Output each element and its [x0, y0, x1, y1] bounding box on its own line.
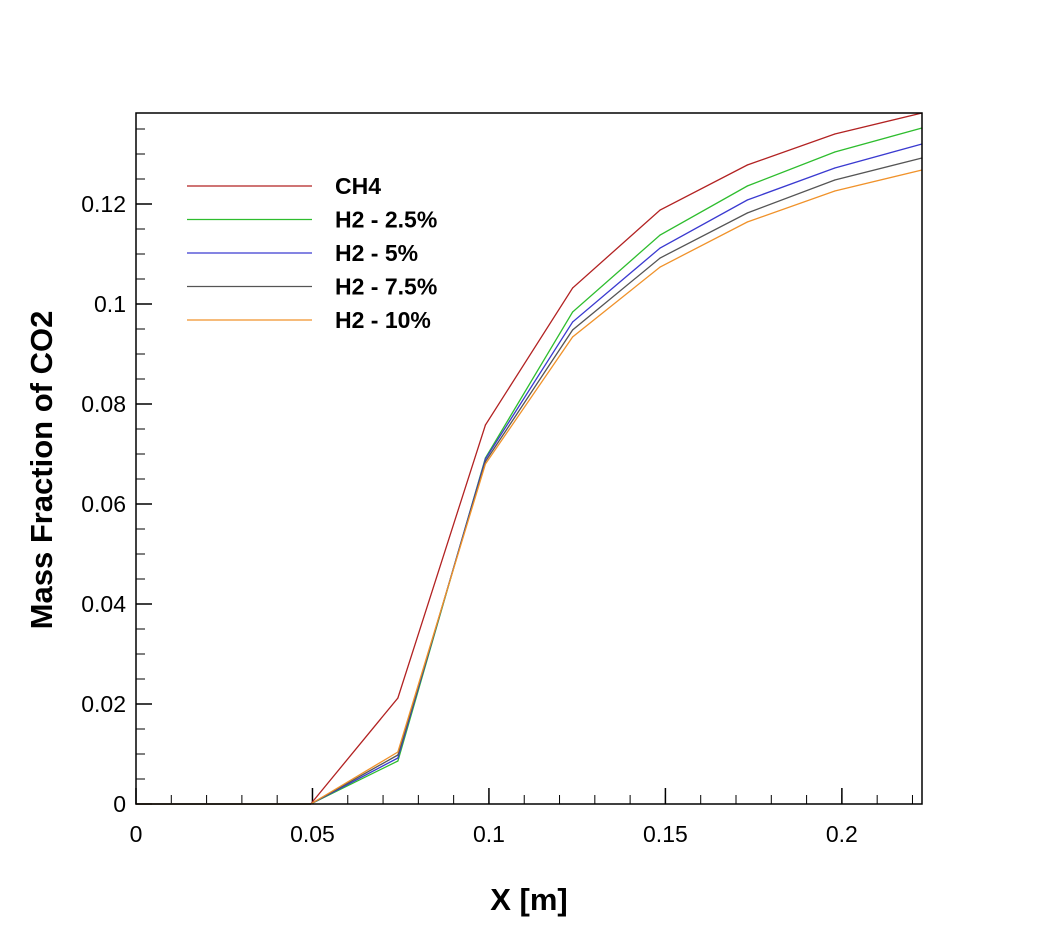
x-tick-label: 0.15 — [643, 821, 688, 847]
data-point — [397, 754, 399, 756]
series-line-1 — [136, 127, 923, 805]
data-point — [397, 760, 399, 762]
data-point — [834, 179, 836, 181]
y-tick-label: 0.02 — [81, 691, 126, 717]
data-point — [659, 209, 661, 211]
y-tick-label: 0.08 — [81, 391, 126, 417]
legend-label: H2 - 2.5% — [335, 207, 437, 233]
data-point — [834, 133, 836, 135]
y-tick-label: 0.1 — [94, 291, 126, 317]
data-point — [746, 199, 748, 201]
y-tick-label: 0.12 — [81, 191, 126, 217]
data-point — [746, 212, 748, 214]
y-axis-label: Mass Fraction of CO2 — [24, 311, 59, 630]
data-point — [746, 221, 748, 223]
data-point — [484, 463, 487, 465]
data-point — [484, 424, 487, 426]
data-point — [659, 266, 661, 268]
series-line-3 — [136, 157, 923, 805]
series-line-2 — [136, 143, 923, 805]
data-point — [397, 751, 399, 753]
data-point — [571, 336, 574, 338]
data-point — [659, 247, 661, 249]
data-point — [571, 329, 574, 331]
data-point — [834, 151, 836, 153]
x-tick-label: 0.2 — [826, 821, 858, 847]
data-point — [397, 697, 399, 699]
data-point — [571, 287, 574, 289]
y-tick-label: 0.06 — [81, 491, 126, 517]
x-tick-label: 0.1 — [473, 821, 505, 847]
x-tick-label: 0 — [130, 821, 143, 847]
data-point — [484, 460, 487, 463]
series-line-0 — [136, 112, 923, 805]
data-point — [746, 185, 748, 187]
plot-frame — [135, 112, 923, 805]
x-tick-label: 0.05 — [290, 821, 335, 847]
legend-label: CH4 — [335, 173, 381, 199]
data-point — [659, 257, 661, 259]
data-point — [484, 458, 487, 460]
y-tick-label: 0.04 — [81, 591, 126, 617]
data-point — [571, 311, 574, 313]
data-point — [397, 757, 399, 759]
x-axis-label: X [m] — [490, 882, 568, 917]
legend-label: H2 - 7.5% — [335, 274, 437, 300]
y-tick-label: 0 — [113, 791, 126, 817]
data-point — [834, 167, 836, 169]
data-point — [834, 190, 836, 192]
series-line-4 — [136, 169, 923, 805]
data-point — [571, 321, 574, 323]
legend-label: H2 - 5% — [335, 240, 418, 266]
data-point — [659, 234, 661, 236]
data-point — [746, 164, 748, 166]
legend-label: H2 - 10% — [335, 307, 431, 333]
